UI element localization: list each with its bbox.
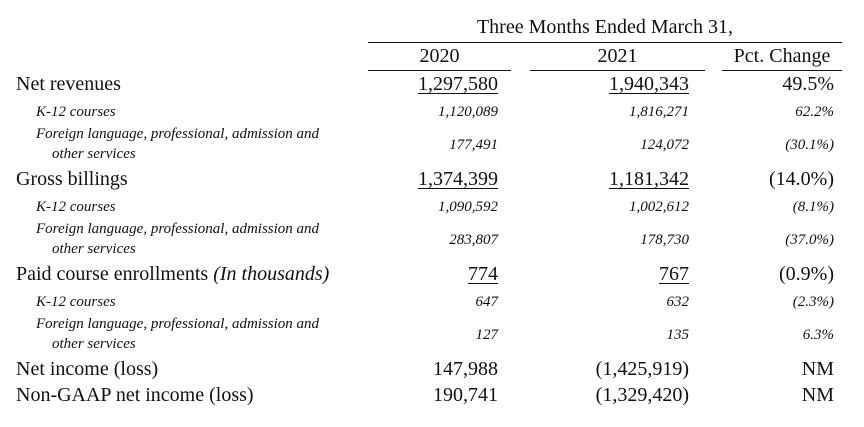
row-label: K-12 courses [36,199,116,215]
value-2021: 1,940,343 [609,73,689,95]
value-pct-change: (14.0%) [769,168,834,190]
value-pct-change: 49.5% [782,73,834,95]
value-2020: 647 [475,294,499,310]
value-2020: 177,491 [449,137,498,153]
column-header-pct-change: Pct. Change [722,44,842,71]
row-label: Paid course enrollments (In thousands) [16,262,329,286]
value-pct-change: (2.3%) [792,294,834,310]
value-2021: (1,425,919) [595,358,689,380]
value-pct-change: (0.9%) [779,263,834,285]
value-2021: 767 [659,263,689,285]
row-label-line2: other services [52,336,136,352]
value-2020: 1,297,580 [418,73,498,95]
period-header: Three Months Ended March 31, [368,15,842,43]
row-label-line1: Foreign language, professional, admissio… [36,126,320,142]
value-pct-change: NM [801,384,834,406]
row-label: Net revenues [16,73,121,95]
value-2021: 124,072 [640,137,689,153]
value-2021: 178,730 [640,232,689,248]
row-label: K-12 courses [36,104,116,120]
row-label-unit: (In thousands) [213,263,330,285]
value-2021: 1,181,342 [609,168,689,190]
value-2020: 190,741 [433,384,498,406]
row-label: K-12 courses [36,294,116,310]
row-label-line2: other services [52,241,136,257]
value-2021: 135 [666,327,690,343]
value-2020: 283,807 [449,232,498,248]
value-2021: 632 [666,294,690,310]
row-label: Gross billings [16,168,128,190]
value-2020: 1,120,089 [438,104,498,120]
value-pct-change: (30.1%) [785,137,834,153]
value-2021: 1,816,271 [629,104,689,120]
value-2021: (1,329,420) [595,384,689,406]
value-2020: 1,090,592 [438,199,498,215]
value-pct-change: 6.3% [802,327,834,343]
value-2020: 127 [475,327,499,343]
row-label: Non-GAAP net income (loss) [16,384,254,406]
row-label-text: Paid course enrollments [16,263,209,285]
row-label-line1: Foreign language, professional, admissio… [36,316,320,332]
row-label-line2: other services [52,146,136,162]
value-pct-change: 62.2% [795,104,834,120]
value-2020: 1,374,399 [418,168,498,190]
value-2021: 1,002,612 [629,199,689,215]
row-label-line1: Foreign language, professional, admissio… [36,221,320,237]
value-pct-change: NM [801,358,834,380]
value-pct-change: (8.1%) [792,199,834,215]
column-header-2020: 2020 [368,44,511,71]
column-header-2021: 2021 [530,44,705,71]
value-pct-change: (37.0%) [785,232,834,248]
value-2020: 147,988 [433,358,498,380]
value-2020: 774 [468,263,498,285]
row-label: Net income (loss) [16,358,159,380]
